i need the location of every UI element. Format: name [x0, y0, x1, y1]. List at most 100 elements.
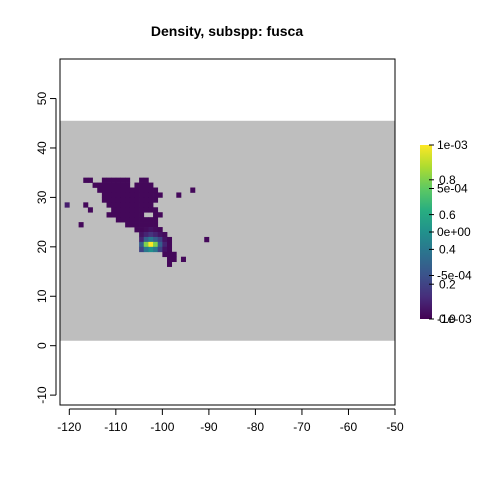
density-cell	[157, 192, 163, 198]
density-cell	[125, 212, 131, 218]
density-cell	[139, 227, 145, 233]
density-cell	[139, 217, 145, 223]
density-cell	[167, 246, 173, 253]
density-cell	[139, 236, 145, 243]
density-cell	[115, 177, 121, 183]
density-cell	[134, 202, 140, 208]
density-cell	[111, 192, 117, 198]
density-cell	[143, 236, 149, 243]
density-cell	[106, 177, 112, 183]
x-tick-label: -70	[293, 420, 311, 434]
density-cell	[129, 192, 135, 198]
density-cell	[162, 236, 168, 243]
y-tick-label: 50	[35, 92, 49, 106]
density-cell	[125, 202, 131, 208]
density-cell	[111, 187, 117, 193]
density-cell	[157, 212, 163, 218]
density-cell	[167, 251, 173, 258]
density-cell	[148, 222, 154, 228]
density-cell	[115, 207, 121, 213]
density-cell	[115, 217, 121, 223]
y-tick-label: -10	[35, 386, 49, 404]
density-cell	[139, 192, 145, 198]
density-cell	[120, 207, 126, 213]
density-cell	[120, 202, 126, 208]
density-cell	[139, 232, 145, 238]
density-cell	[167, 261, 173, 267]
density-cell	[111, 207, 117, 213]
density-cell	[139, 241, 145, 248]
density-cell	[139, 177, 145, 183]
density-cell	[101, 177, 107, 183]
y-tick-label: 30	[35, 190, 49, 204]
density-cell	[148, 236, 154, 243]
density-cell	[148, 207, 154, 213]
density-cell	[134, 192, 140, 198]
y-tick-label: 20	[35, 240, 49, 254]
density-cell	[125, 182, 131, 188]
density-cell	[157, 246, 163, 253]
density-cell	[129, 222, 135, 228]
density-cell	[153, 222, 159, 228]
density-cell	[153, 241, 159, 248]
density-cell	[134, 197, 140, 203]
density-cell	[153, 192, 159, 198]
x-tick-label: -60	[340, 420, 358, 434]
density-cell	[120, 197, 126, 203]
density-cell	[83, 177, 89, 183]
density-cell	[190, 187, 196, 193]
density-cell	[115, 192, 121, 198]
legend: 1e-03 5e-04 0e+00 -5e-04 -1e-03 0.8 0.6 0.4 0.2 0…	[420, 138, 472, 326]
density-cell	[148, 232, 154, 238]
density-cell	[153, 246, 159, 253]
density-cell	[148, 217, 154, 223]
y-tick-label: 0	[35, 342, 49, 349]
density-cell	[101, 197, 107, 203]
density-cell	[78, 222, 84, 228]
density-cell	[148, 187, 154, 193]
density-cell	[139, 187, 145, 193]
density-cell	[115, 182, 121, 188]
density-cell	[125, 187, 131, 193]
density-cell	[162, 241, 168, 248]
density-cell	[111, 197, 117, 203]
plot-frame	[59, 58, 396, 406]
density-cell	[143, 241, 149, 248]
density-cell	[111, 182, 117, 188]
density-cell	[171, 256, 177, 263]
density-cell	[143, 222, 149, 228]
density-cell	[106, 182, 112, 188]
density-cell	[143, 217, 149, 223]
density-cell	[125, 207, 131, 213]
y-tick-label: 10	[35, 289, 49, 303]
legend-label: 0.2	[439, 277, 456, 291]
density-cell	[134, 227, 140, 233]
density-cell	[139, 222, 145, 228]
legend-label: -5e-04	[437, 269, 472, 283]
density-cell	[120, 182, 126, 188]
density-cell	[157, 241, 163, 248]
x-tick-label: -120	[57, 420, 81, 434]
density-cell	[162, 251, 168, 258]
density-cell	[167, 236, 173, 243]
density-cell	[115, 202, 121, 208]
density-cell	[153, 212, 159, 218]
density-cell	[97, 187, 103, 193]
density-cell	[64, 202, 70, 208]
density-cell	[125, 192, 131, 198]
density-cell	[143, 227, 149, 233]
density-cell	[148, 192, 154, 198]
legend-label: 5e-04	[437, 182, 468, 196]
density-cell	[101, 182, 107, 188]
density-cell	[162, 232, 168, 238]
density-cell	[106, 197, 112, 203]
density-cell	[139, 182, 145, 188]
density-cell	[97, 182, 103, 188]
density-cell	[129, 187, 135, 193]
density-cell	[106, 212, 112, 218]
chart-title: Density, subspp: fusca	[151, 23, 303, 39]
legend-label: 0.8	[439, 173, 456, 187]
density-cell	[111, 177, 117, 183]
density-cell	[106, 202, 112, 208]
background-band	[60, 120, 395, 341]
